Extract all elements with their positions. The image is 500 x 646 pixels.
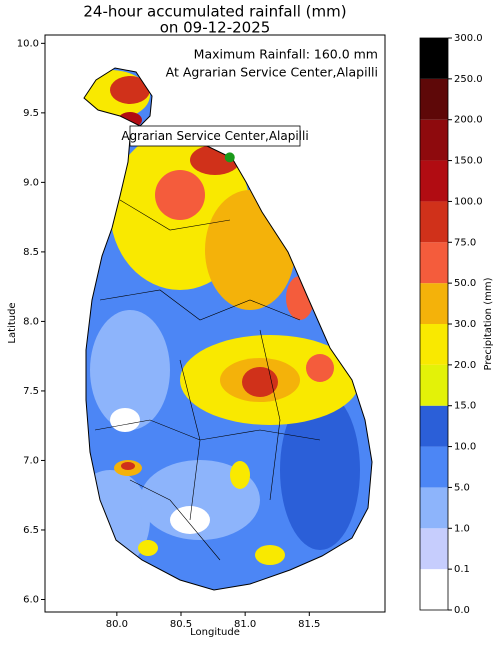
y-tick-label: 6.5 — [23, 525, 39, 536]
rainfall-field — [84, 68, 372, 590]
y-tick-label: 8.5 — [23, 247, 39, 258]
colorbar-tick-label: 0.0 — [454, 605, 470, 616]
y-tick-label: 7.5 — [23, 386, 39, 397]
y-tick-label: 8.0 — [23, 316, 39, 327]
colorbar-tick-label: 1.0 — [454, 523, 470, 534]
annotation: At Agrarian Service Center,Alapilli — [166, 65, 378, 80]
colorbar-tick-label: 300.0 — [454, 33, 483, 44]
colorbar-bin — [420, 38, 448, 79]
y-tick-label: 9.0 — [23, 177, 39, 188]
x-tick-label: 80.0 — [106, 619, 128, 630]
colorbar-tick-label: 15.0 — [454, 401, 476, 412]
colorbar-bin — [420, 324, 448, 365]
colorbar-bin — [420, 160, 448, 202]
colorbar-tick-label: 30.0 — [454, 319, 476, 330]
colorbar-tick-label: 20.0 — [454, 360, 476, 371]
x-tick-label: 81.5 — [298, 619, 320, 630]
colorbar-tick-label: 10.0 — [454, 442, 476, 453]
annotation: Maximum Rainfall: 160.0 mm — [194, 47, 378, 62]
colorbar-bin — [420, 119, 448, 161]
colorbar-tick-label: 5.0 — [454, 482, 470, 493]
coastline — [83, 67, 373, 591]
colorbar-label: Precipitation (mm) — [483, 277, 494, 370]
colorbar-bin — [420, 78, 448, 120]
colorbar-bin — [420, 364, 448, 406]
subtitle: on 09-12-2025 — [160, 19, 271, 37]
y-tick-label: 10.0 — [17, 38, 39, 49]
colorbar-tick-label: 200.0 — [454, 115, 483, 126]
colorbar-bin — [420, 242, 448, 284]
colorbar-tick-label: 0.1 — [454, 564, 470, 575]
district-boundaries — [94, 199, 321, 561]
map-frame — [44, 34, 386, 613]
y-tick-label: 7.0 — [23, 455, 39, 466]
y-tick-label: 9.5 — [23, 108, 39, 119]
max-rainfall-marker — [224, 152, 235, 163]
colorbar-bin — [420, 487, 448, 529]
x-tick-label: 80.5 — [170, 619, 192, 630]
colorbar-bin — [420, 405, 448, 447]
title: 24-hour accumulated rainfall (mm) — [83, 3, 346, 21]
y-axis-label: Latitude — [7, 302, 18, 343]
colorbar-bin — [420, 283, 448, 324]
colorbar-tick-label: 150.0 — [454, 156, 483, 167]
marker-label-box — [129, 125, 301, 147]
y-tick-label: 6.0 — [23, 594, 39, 605]
colorbar-bin — [420, 446, 448, 488]
colorbar-bin — [420, 201, 448, 243]
x-axis-label: Longitude — [190, 627, 240, 638]
x-tick-label: 81.0 — [234, 619, 256, 630]
colorbar-tick-label: 250.0 — [454, 74, 483, 85]
colorbar-bin — [420, 569, 448, 610]
marker-label: Agrarian Service Center,Alapilli — [121, 129, 308, 143]
colorbar-tick-label: 75.0 — [454, 237, 476, 248]
colorbar-tick-label: 50.0 — [454, 278, 476, 289]
colorbar-tick-label: 100.0 — [454, 196, 483, 207]
colorbar-bin — [420, 528, 448, 570]
